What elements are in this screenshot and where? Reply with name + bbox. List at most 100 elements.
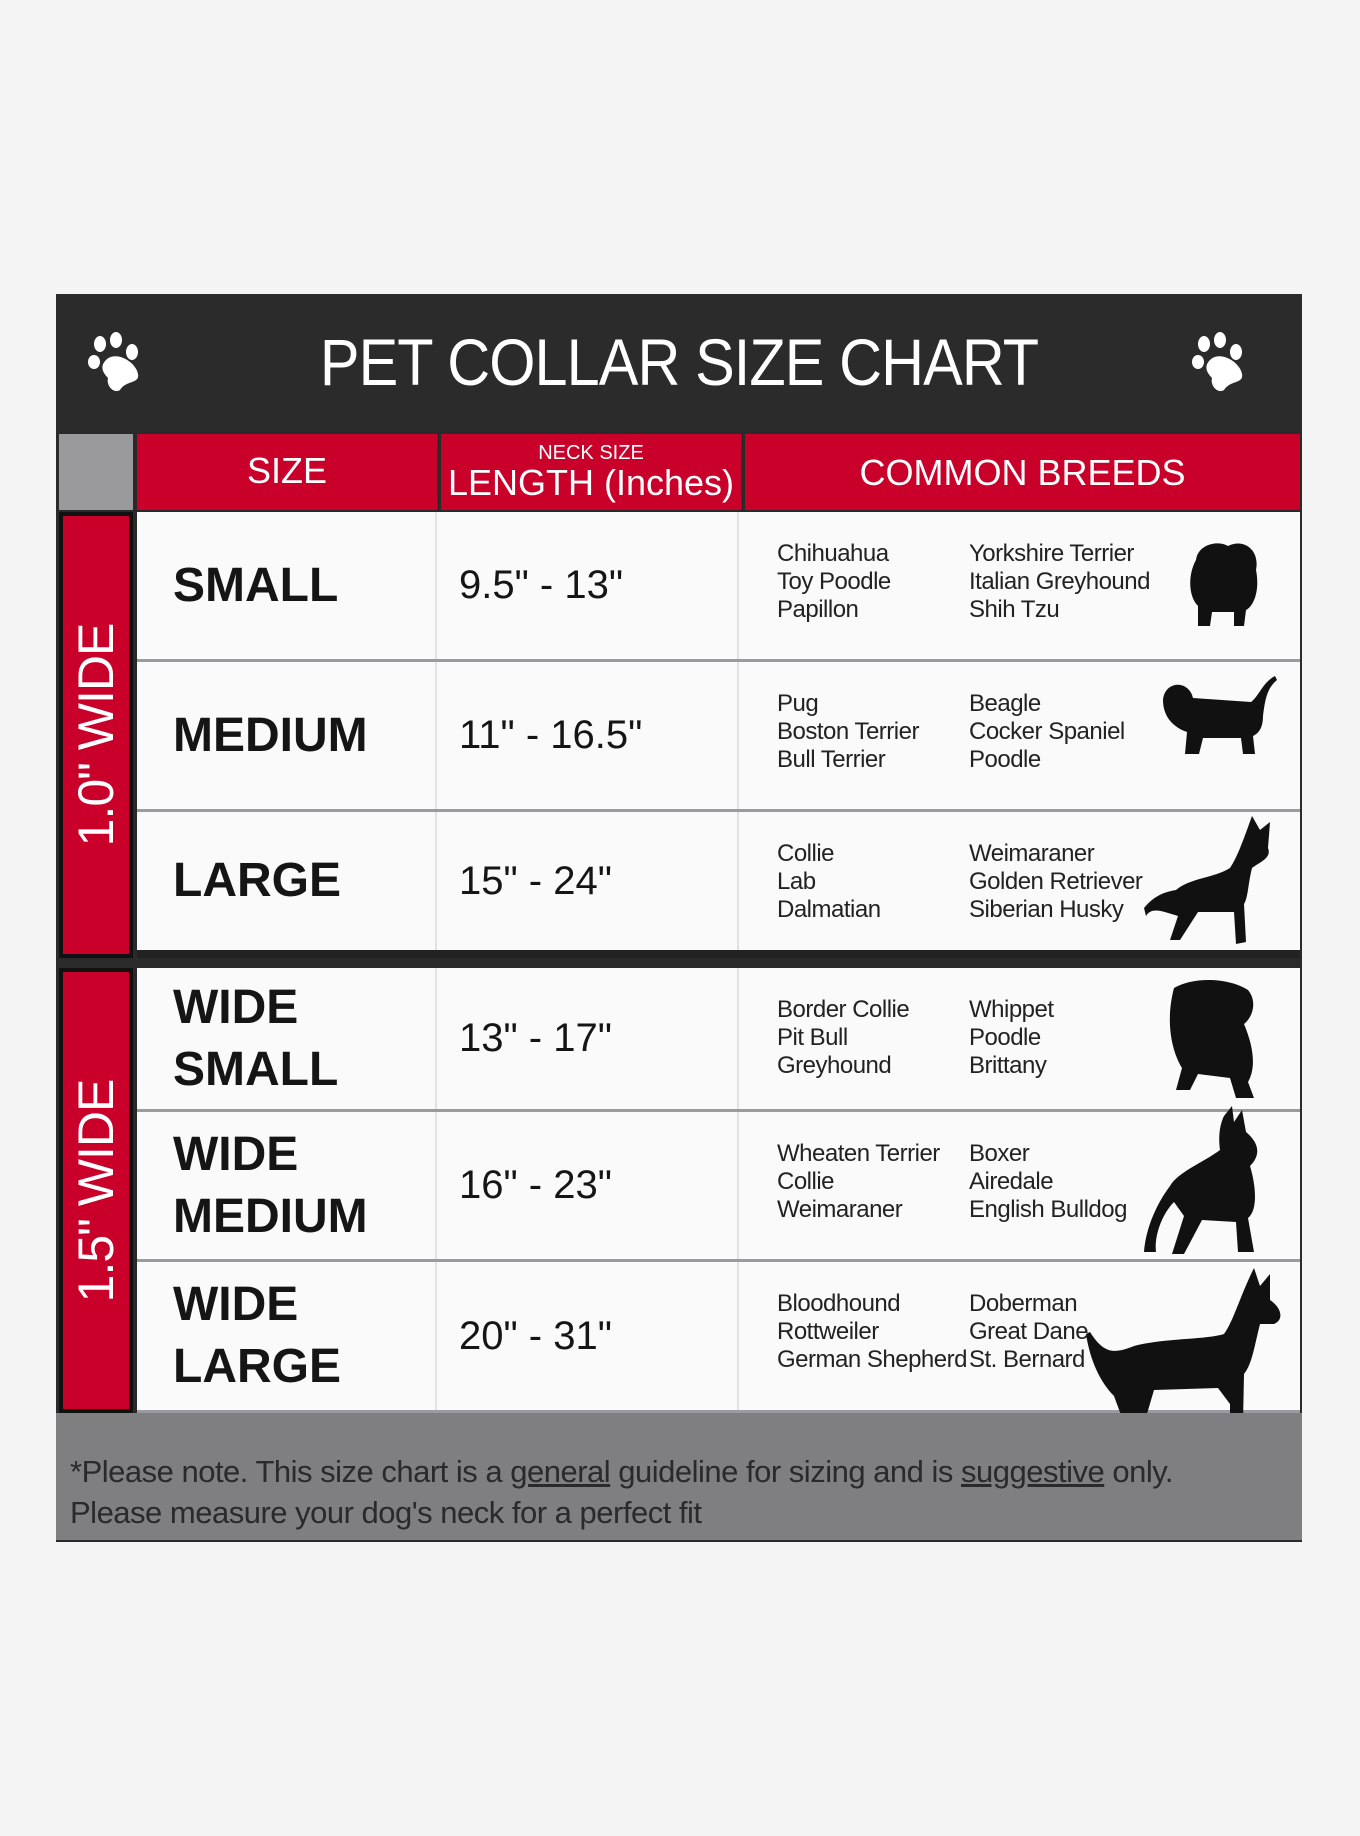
breed-name: Lab [777, 868, 816, 895]
breed-name: Bull Terrier [777, 746, 886, 773]
paw-print-icon [1192, 332, 1243, 392]
breed-list: Weimaraner Golden Retriever Siberian Husky [969, 840, 1143, 924]
breed-name: Toy Poodle [777, 568, 891, 595]
pitbull-icon [1144, 1106, 1258, 1254]
size-label: MEDIUM [173, 1189, 368, 1243]
breed-name: Whippet [969, 996, 1054, 1023]
breed-name: German Shepherd [777, 1346, 967, 1373]
breed-name: Doberman [969, 1290, 1078, 1317]
column-label: LENGTH (Inches) [447, 462, 735, 503]
breed-name: Poodle [969, 1024, 1041, 1051]
breeds-cell: Wheaten Terrier Collie Weimaraner Boxer Air… [739, 1106, 1300, 1259]
length-cell: 9.5" - 13" [437, 512, 739, 659]
size-cell: LARGE [137, 812, 437, 950]
breed-list: Chihuahua Toy Poodle Papillon [777, 540, 891, 624]
breed-name: Beagle [969, 690, 1041, 717]
breed-name: English Bulldog [969, 1196, 1127, 1223]
breeds-cell: Bloodhound Rottweiler German Shepherd Dobe… [739, 1262, 1300, 1474]
breed-name: St. Bernard [969, 1346, 1085, 1373]
breed-name: Weimaraner [777, 1196, 903, 1223]
size-label: WIDE [173, 1127, 299, 1181]
table-row: WIDE SMALL 13" - 17" Border Collie Pit Bul… [137, 968, 1300, 1112]
dachshund-icon [1163, 676, 1277, 754]
breed-name: Golden Retriever [969, 868, 1143, 895]
breed-name: Airedale [969, 1168, 1054, 1195]
size-cell: WIDE MEDIUM [137, 1112, 437, 1259]
breed-name: Papillon [777, 596, 859, 623]
breed-name: Great Dane [969, 1318, 1089, 1345]
group-label-1in: 1.0" WIDE [59, 512, 133, 958]
breeds-cell: Chihuahua Toy Poodle Papillon Yorkshire Te… [739, 512, 1300, 659]
note-text: guideline for sizing and is [610, 1454, 962, 1489]
size-label: SMALL [173, 1042, 339, 1096]
breed-name: Collie [777, 1168, 835, 1195]
size-label: LARGE [173, 1340, 341, 1393]
column-sublabel: NECK SIZE [538, 442, 644, 464]
length-cell: 11" - 16.5" [437, 662, 739, 809]
breed-name: Brittany [969, 1052, 1047, 1079]
breed-list: Pug Boston Terrier Bull Terrier [777, 690, 919, 774]
small-dog-icon [1190, 543, 1258, 626]
chart-title: PET COLLAR SIZE CHART [319, 325, 1039, 399]
note-emphasis: general [510, 1454, 611, 1489]
column-header-size: SIZE [137, 434, 437, 510]
breed-name: Bloodhound [777, 1290, 901, 1317]
corner-cell [59, 434, 133, 510]
column-label: SIZE [246, 450, 327, 491]
breed-name: Border Collie [777, 996, 910, 1023]
breed-name: Chihuahua [777, 540, 889, 567]
breed-list: Yorkshire Terrier Italian Greyhound Shih T… [969, 540, 1150, 624]
bulldog-icon [1169, 979, 1254, 1098]
size-label: MEDIUM [173, 708, 368, 762]
breed-name: Dalmatian [777, 896, 881, 923]
table-row: WIDE LARGE 20" - 31" Bloodhound Rottweiler… [137, 1262, 1300, 1474]
breed-name: Shih Tzu [969, 596, 1060, 623]
breed-name: Pug [777, 690, 819, 717]
table-row: WIDE MEDIUM 16" - 23" Wheaten Terrier Coll… [137, 1106, 1300, 1262]
size-chart: PET COLLAR SIZE CHART SIZE NECK SIZE LENG… [56, 294, 1302, 1542]
table-row: SMALL 9.5" - 13" Chihuahua Toy Poodle Papi… [137, 512, 1300, 662]
breed-name: Cocker Spaniel [969, 718, 1125, 745]
breed-name: Collie [777, 840, 835, 867]
breeds-cell: Collie Lab Dalmatian Weimaraner Golden Retr… [739, 812, 1300, 950]
note-emphasis: suggestive [961, 1454, 1105, 1489]
note-text: *Please note. This size chart is a [70, 1454, 511, 1489]
breed-name: Poodle [969, 746, 1041, 773]
breed-name: Greyhound [777, 1052, 892, 1079]
group-label-text: 1.5" WIDE [68, 1079, 124, 1302]
column-header-breeds: COMMON BREEDS [745, 434, 1300, 510]
breed-name: Boston Terrier [777, 718, 919, 745]
shepherd-dog-icon [1144, 816, 1270, 944]
paw-print-icon [88, 332, 139, 392]
breed-list: Doberman Great Dane St. Bernard [969, 1290, 1089, 1374]
column-label: COMMON BREEDS [859, 452, 1186, 493]
size-label: WIDE [173, 1278, 299, 1331]
breed-list: Boxer Airedale English Bulldog [969, 1140, 1127, 1224]
table-row: LARGE 15" - 24" Collie Lab Dalmatian Weima… [137, 812, 1300, 958]
breeds-cell: Pug Boston Terrier Bull Terrier Beagle Cock… [739, 662, 1300, 809]
length-cell: 16" - 23" [437, 1112, 739, 1259]
note-line-2: Please measure your dog's neck for a per… [70, 1495, 702, 1530]
note-text: only. [1104, 1454, 1174, 1489]
breed-list: Bloodhound Rottweiler German Shepherd [777, 1290, 967, 1374]
breed-list: Border Collie Pit Bull Greyhound [777, 996, 910, 1080]
footer-note: *Please note. This size chart is a gener… [56, 1413, 1302, 1540]
breed-name: Siberian Husky [969, 896, 1124, 923]
breed-name: Weimaraner [969, 840, 1095, 867]
size-cell: WIDE LARGE [137, 1262, 437, 1410]
group-label-text: 1.0" WIDE [68, 623, 124, 847]
breeds-cell: Border Collie Pit Bull Greyhound Whippet Po… [739, 968, 1300, 1109]
group-label-1-5in: 1.5" WIDE [59, 968, 133, 1413]
size-label: WIDE [173, 980, 299, 1034]
breed-list: Whippet Poodle Brittany [969, 996, 1054, 1080]
breed-name: Boxer [969, 1140, 1030, 1167]
table-row: MEDIUM 11" - 16.5" Pug Boston Terrier Bull… [137, 662, 1300, 812]
size-cell: WIDE SMALL [137, 968, 437, 1109]
size-label: LARGE [173, 854, 341, 907]
breed-list: Wheaten Terrier Collie Weimaraner [777, 1140, 940, 1224]
breed-name: Italian Greyhound [969, 568, 1150, 595]
length-cell: 20" - 31" [437, 1262, 739, 1410]
breed-name: Wheaten Terrier [777, 1140, 940, 1167]
length-cell: 13" - 17" [437, 968, 739, 1109]
breed-list: Collie Lab Dalmatian [777, 840, 881, 924]
